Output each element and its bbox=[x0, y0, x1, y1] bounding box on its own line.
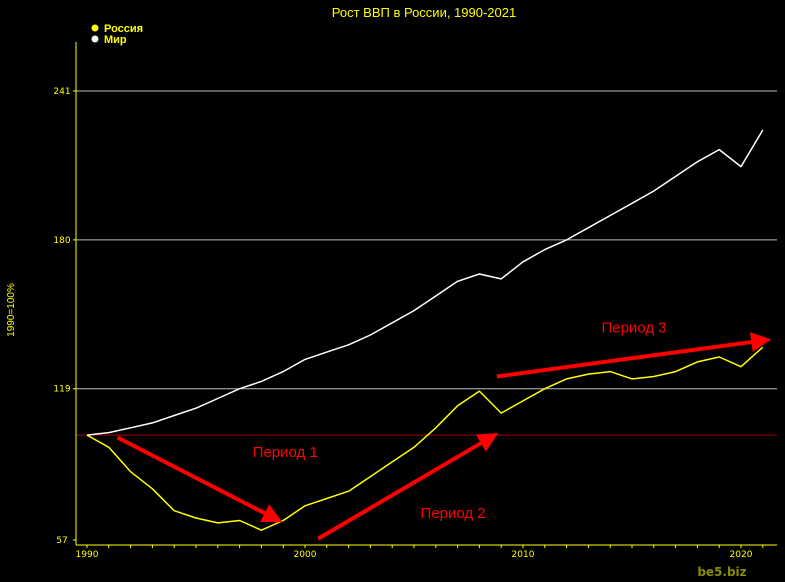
legend-label-world: Мир bbox=[104, 34, 127, 46]
period-3-arrow bbox=[496, 332, 772, 379]
period-3-label: Период 3 bbox=[601, 320, 666, 337]
period-2-label: Период 2 bbox=[421, 505, 486, 522]
x-tick-label-2010: 2010 bbox=[512, 550, 535, 560]
y-tick-label-119: 119 bbox=[53, 385, 70, 395]
watermark: be5.biz bbox=[697, 565, 746, 579]
x-tick-label-1990: 1990 bbox=[76, 550, 99, 560]
y-tick-label-180: 180 bbox=[53, 236, 70, 246]
legend: Россия Мир bbox=[91, 23, 143, 46]
axes bbox=[73, 42, 777, 548]
legend-marker-world bbox=[91, 35, 99, 43]
legend-marker-russia bbox=[91, 24, 99, 32]
series-lines bbox=[86, 129, 764, 531]
annotations: Период 1 Период 2 Период 3 bbox=[116, 320, 772, 541]
y-tick-label-241: 241 bbox=[53, 87, 70, 97]
chart-title: Рост ВВП в России, 1990-2021 bbox=[332, 5, 516, 20]
legend-label-russia: Россия bbox=[104, 23, 143, 35]
series-line-russia bbox=[86, 346, 764, 531]
x-tick-label-2020: 2020 bbox=[730, 550, 753, 560]
y-axis-label: 1990=100% bbox=[6, 283, 17, 337]
period-2-arrow bbox=[317, 433, 499, 541]
period-1-label: Период 1 bbox=[253, 444, 318, 461]
series-line-world bbox=[86, 129, 764, 436]
grid-lines bbox=[76, 90, 777, 390]
period-1-arrow bbox=[116, 435, 283, 523]
y-tick-label-57: 57 bbox=[56, 536, 67, 546]
tick-labels: 1990 2000 2010 2020 57 119 180 241 bbox=[53, 87, 752, 560]
x-tick-label-2000: 2000 bbox=[294, 550, 317, 560]
